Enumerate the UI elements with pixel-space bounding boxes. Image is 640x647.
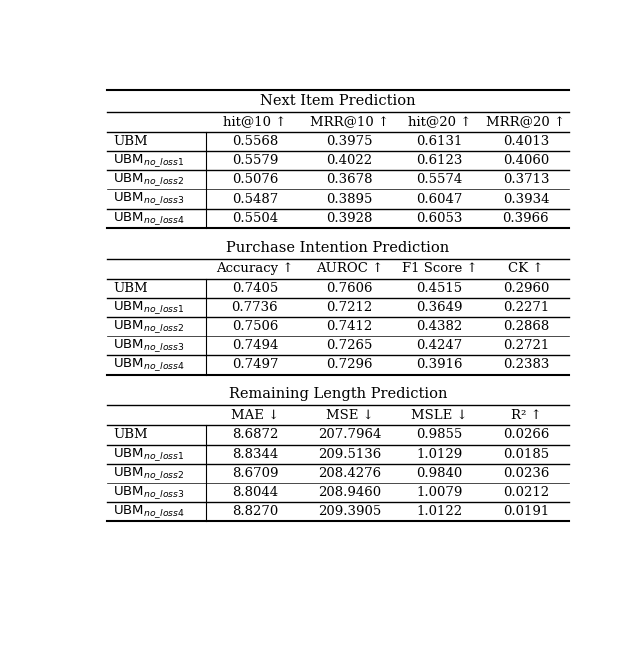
Text: 0.4022: 0.4022 bbox=[326, 154, 372, 167]
Text: 8.8270: 8.8270 bbox=[232, 505, 278, 518]
Text: 209.5136: 209.5136 bbox=[318, 448, 381, 461]
Text: 0.9855: 0.9855 bbox=[416, 428, 463, 441]
Text: 8.8344: 8.8344 bbox=[232, 448, 278, 461]
Text: 0.0185: 0.0185 bbox=[503, 448, 549, 461]
Text: 0.0236: 0.0236 bbox=[502, 467, 549, 480]
Text: 1.0079: 1.0079 bbox=[416, 486, 463, 499]
Text: MRR@20 ↑: MRR@20 ↑ bbox=[486, 115, 566, 129]
Text: 8.8044: 8.8044 bbox=[232, 486, 278, 499]
Text: 0.3975: 0.3975 bbox=[326, 135, 372, 148]
Text: 0.7265: 0.7265 bbox=[326, 339, 372, 352]
Text: 0.6047: 0.6047 bbox=[416, 193, 463, 206]
Text: UBM: UBM bbox=[113, 135, 148, 148]
Text: 209.3905: 209.3905 bbox=[318, 505, 381, 518]
Text: 0.3649: 0.3649 bbox=[416, 301, 463, 314]
Text: 208.9460: 208.9460 bbox=[318, 486, 381, 499]
Text: $\mathrm{UBM}_{\mathit{no\_loss2}}$: $\mathrm{UBM}_{\mathit{no\_loss2}}$ bbox=[113, 465, 184, 482]
Text: 0.2960: 0.2960 bbox=[502, 281, 549, 295]
Text: hit@10 ↑: hit@10 ↑ bbox=[223, 115, 287, 129]
Text: 0.3895: 0.3895 bbox=[326, 193, 372, 206]
Text: MAE ↓: MAE ↓ bbox=[231, 409, 279, 422]
Text: UBM: UBM bbox=[113, 428, 148, 441]
Text: Next Item Prediction: Next Item Prediction bbox=[260, 94, 416, 108]
Text: R² ↑: R² ↑ bbox=[511, 409, 541, 422]
Text: $\mathrm{UBM}_{\mathit{no\_loss1}}$: $\mathrm{UBM}_{\mathit{no\_loss1}}$ bbox=[113, 299, 185, 316]
Text: 0.7736: 0.7736 bbox=[232, 301, 278, 314]
Text: 0.2271: 0.2271 bbox=[503, 301, 549, 314]
Text: 0.5504: 0.5504 bbox=[232, 212, 278, 225]
Text: MRR@10 ↑: MRR@10 ↑ bbox=[310, 115, 389, 129]
Text: 8.6872: 8.6872 bbox=[232, 428, 278, 441]
Text: 0.2383: 0.2383 bbox=[502, 358, 549, 371]
Text: Purchase Intention Prediction: Purchase Intention Prediction bbox=[227, 241, 449, 255]
Text: 0.5076: 0.5076 bbox=[232, 173, 278, 186]
Text: MSLE ↓: MSLE ↓ bbox=[411, 409, 468, 422]
Text: CK ↑: CK ↑ bbox=[508, 262, 543, 275]
Text: $\mathrm{UBM}_{\mathit{no\_loss3}}$: $\mathrm{UBM}_{\mathit{no\_loss3}}$ bbox=[113, 484, 185, 501]
Text: 0.7212: 0.7212 bbox=[326, 301, 372, 314]
Text: 0.3966: 0.3966 bbox=[502, 212, 549, 225]
Text: 0.3678: 0.3678 bbox=[326, 173, 372, 186]
Text: 0.0212: 0.0212 bbox=[503, 486, 549, 499]
Text: $\mathrm{UBM}_{\mathit{no\_loss3}}$: $\mathrm{UBM}_{\mathit{no\_loss3}}$ bbox=[113, 191, 185, 208]
Text: 0.7405: 0.7405 bbox=[232, 281, 278, 295]
Text: 0.5487: 0.5487 bbox=[232, 193, 278, 206]
Text: 0.3934: 0.3934 bbox=[502, 193, 549, 206]
Text: 0.5568: 0.5568 bbox=[232, 135, 278, 148]
Text: 0.4060: 0.4060 bbox=[503, 154, 549, 167]
Text: 0.7506: 0.7506 bbox=[232, 320, 278, 333]
Text: 0.0191: 0.0191 bbox=[503, 505, 549, 518]
Text: hit@20 ↑: hit@20 ↑ bbox=[408, 115, 471, 129]
Text: 1.0122: 1.0122 bbox=[417, 505, 463, 518]
Text: 0.3713: 0.3713 bbox=[502, 173, 549, 186]
Text: 0.4382: 0.4382 bbox=[416, 320, 463, 333]
Text: 1.0129: 1.0129 bbox=[416, 448, 463, 461]
Text: 0.6131: 0.6131 bbox=[416, 135, 463, 148]
Text: 0.7494: 0.7494 bbox=[232, 339, 278, 352]
Text: UBM: UBM bbox=[113, 281, 148, 295]
Text: 0.7606: 0.7606 bbox=[326, 281, 372, 295]
Text: $\mathrm{UBM}_{\mathit{no\_loss4}}$: $\mathrm{UBM}_{\mathit{no\_loss4}}$ bbox=[113, 503, 185, 520]
Text: 0.4013: 0.4013 bbox=[503, 135, 549, 148]
Text: $\mathrm{UBM}_{\mathit{no\_loss4}}$: $\mathrm{UBM}_{\mathit{no\_loss4}}$ bbox=[113, 356, 185, 373]
Text: 0.7412: 0.7412 bbox=[326, 320, 372, 333]
Text: 207.7964: 207.7964 bbox=[318, 428, 381, 441]
Text: 0.3928: 0.3928 bbox=[326, 212, 372, 225]
Text: $\mathrm{UBM}_{\mathit{no\_loss4}}$: $\mathrm{UBM}_{\mathit{no\_loss4}}$ bbox=[113, 210, 185, 226]
Text: $\mathrm{UBM}_{\mathit{no\_loss3}}$: $\mathrm{UBM}_{\mathit{no\_loss3}}$ bbox=[113, 338, 185, 354]
Text: $\mathrm{UBM}_{\mathit{no\_loss2}}$: $\mathrm{UBM}_{\mathit{no\_loss2}}$ bbox=[113, 171, 184, 188]
Text: 0.9840: 0.9840 bbox=[416, 467, 463, 480]
Text: MSE ↓: MSE ↓ bbox=[326, 409, 373, 422]
Text: 0.5574: 0.5574 bbox=[416, 173, 463, 186]
Text: Accuracy ↑: Accuracy ↑ bbox=[216, 262, 294, 275]
Text: 0.2868: 0.2868 bbox=[503, 320, 549, 333]
Text: $\mathrm{UBM}_{\mathit{no\_loss2}}$: $\mathrm{UBM}_{\mathit{no\_loss2}}$ bbox=[113, 318, 184, 335]
Text: 0.0266: 0.0266 bbox=[502, 428, 549, 441]
Text: 0.7497: 0.7497 bbox=[232, 358, 278, 371]
Text: 0.7296: 0.7296 bbox=[326, 358, 372, 371]
Text: $\mathrm{UBM}_{\mathit{no\_loss1}}$: $\mathrm{UBM}_{\mathit{no\_loss1}}$ bbox=[113, 152, 185, 169]
Text: F1 Score ↑: F1 Score ↑ bbox=[401, 262, 477, 275]
Text: 0.6123: 0.6123 bbox=[416, 154, 463, 167]
Text: 0.2721: 0.2721 bbox=[503, 339, 549, 352]
Text: $\mathrm{UBM}_{\mathit{no\_loss1}}$: $\mathrm{UBM}_{\mathit{no\_loss1}}$ bbox=[113, 446, 185, 463]
Text: 8.6709: 8.6709 bbox=[232, 467, 278, 480]
Text: 0.4247: 0.4247 bbox=[416, 339, 463, 352]
Text: 0.3916: 0.3916 bbox=[416, 358, 463, 371]
Text: 0.4515: 0.4515 bbox=[417, 281, 463, 295]
Text: Remaining Length Prediction: Remaining Length Prediction bbox=[228, 388, 447, 402]
Text: AUROC ↑: AUROC ↑ bbox=[316, 262, 383, 275]
Text: 208.4276: 208.4276 bbox=[318, 467, 381, 480]
Text: 0.5579: 0.5579 bbox=[232, 154, 278, 167]
Text: 0.6053: 0.6053 bbox=[416, 212, 463, 225]
